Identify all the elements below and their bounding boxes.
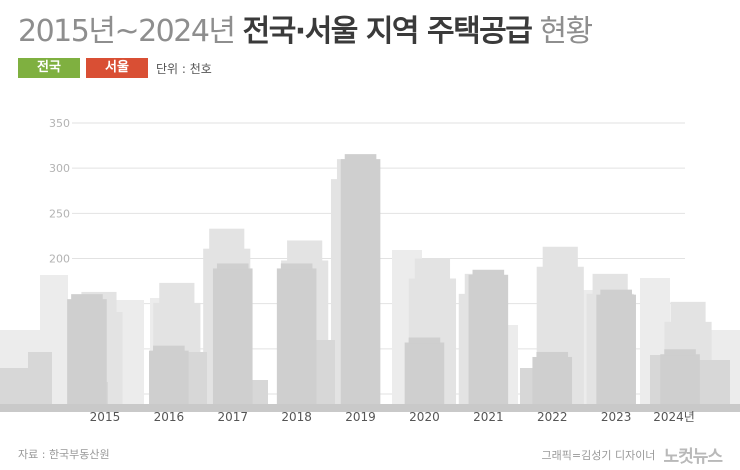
title-period: 2015년~2024년 — [18, 14, 236, 49]
x-tick-label: 2017 — [217, 410, 248, 424]
credit: 그래픽=김성기 디자이너 노컷뉴스 — [541, 442, 723, 467]
low-building — [0, 368, 30, 406]
x-tick-label: 2021 — [473, 410, 504, 424]
legend-national: 전국 — [18, 58, 80, 78]
x-tick-label: 2023 — [601, 410, 632, 424]
seoul-building-2017 — [212, 268, 253, 406]
y-tick-label: 200 — [49, 253, 70, 266]
x-tick-label: 2019 — [345, 410, 376, 424]
x-tick-label: 2024년 — [653, 410, 695, 424]
seoul-building-2023 — [596, 294, 636, 406]
chart-title: 2015년~2024년 전국·서울 지역 주택공급 현황 — [18, 12, 593, 52]
seoul-building-2024년 — [660, 354, 700, 406]
source-note: 자료 : 한국부동산원 — [18, 448, 110, 461]
y-tick-label: 350 — [49, 117, 70, 130]
credit-text: 그래픽=김성기 디자이너 — [541, 448, 656, 462]
x-tick-label: 2015 — [90, 410, 121, 424]
x-tick-label: 2020 — [409, 410, 440, 424]
title-main: 전국·서울 지역 주택공급 — [242, 14, 533, 49]
low-building — [250, 380, 268, 406]
ground — [0, 404, 740, 412]
seoul-building-2018 — [276, 268, 317, 406]
seoul-building-top — [216, 263, 249, 270]
legend-seoul: 서울 — [86, 58, 148, 78]
seoul-building-top — [536, 351, 569, 358]
seoul-building-2020 — [404, 342, 445, 406]
y-tick-label: 300 — [49, 162, 70, 175]
x-tick-label: 2018 — [281, 410, 312, 424]
unit-label: 단위 : 천호 — [156, 61, 212, 76]
x-tick-label: 2016 — [154, 410, 185, 424]
seoul-building-top — [71, 294, 103, 301]
logo: 노컷뉴스 — [663, 447, 723, 467]
low-building — [185, 352, 207, 406]
x-tick-label: 2022 — [537, 410, 568, 424]
title-suffix: 현황 — [539, 14, 593, 49]
seoul-building-2021 — [468, 274, 509, 406]
seoul-building-top — [472, 269, 505, 276]
seoul-building-2022 — [532, 356, 573, 406]
low-building — [28, 352, 52, 406]
seoul-building-2015 — [67, 299, 107, 406]
seoul-building-top — [408, 337, 441, 344]
seoul-building-top — [664, 349, 696, 356]
seoul-building-top — [153, 345, 185, 352]
seoul-building-top — [344, 154, 377, 161]
legend: 전국 서울 단위 : 천호 — [18, 58, 212, 78]
seoul-building-2016 — [149, 350, 189, 406]
y-tick-label: 250 — [49, 207, 70, 220]
seoul-building-2019 — [340, 159, 381, 406]
seoul-building-top — [280, 263, 313, 270]
seoul-building-top — [600, 289, 632, 296]
